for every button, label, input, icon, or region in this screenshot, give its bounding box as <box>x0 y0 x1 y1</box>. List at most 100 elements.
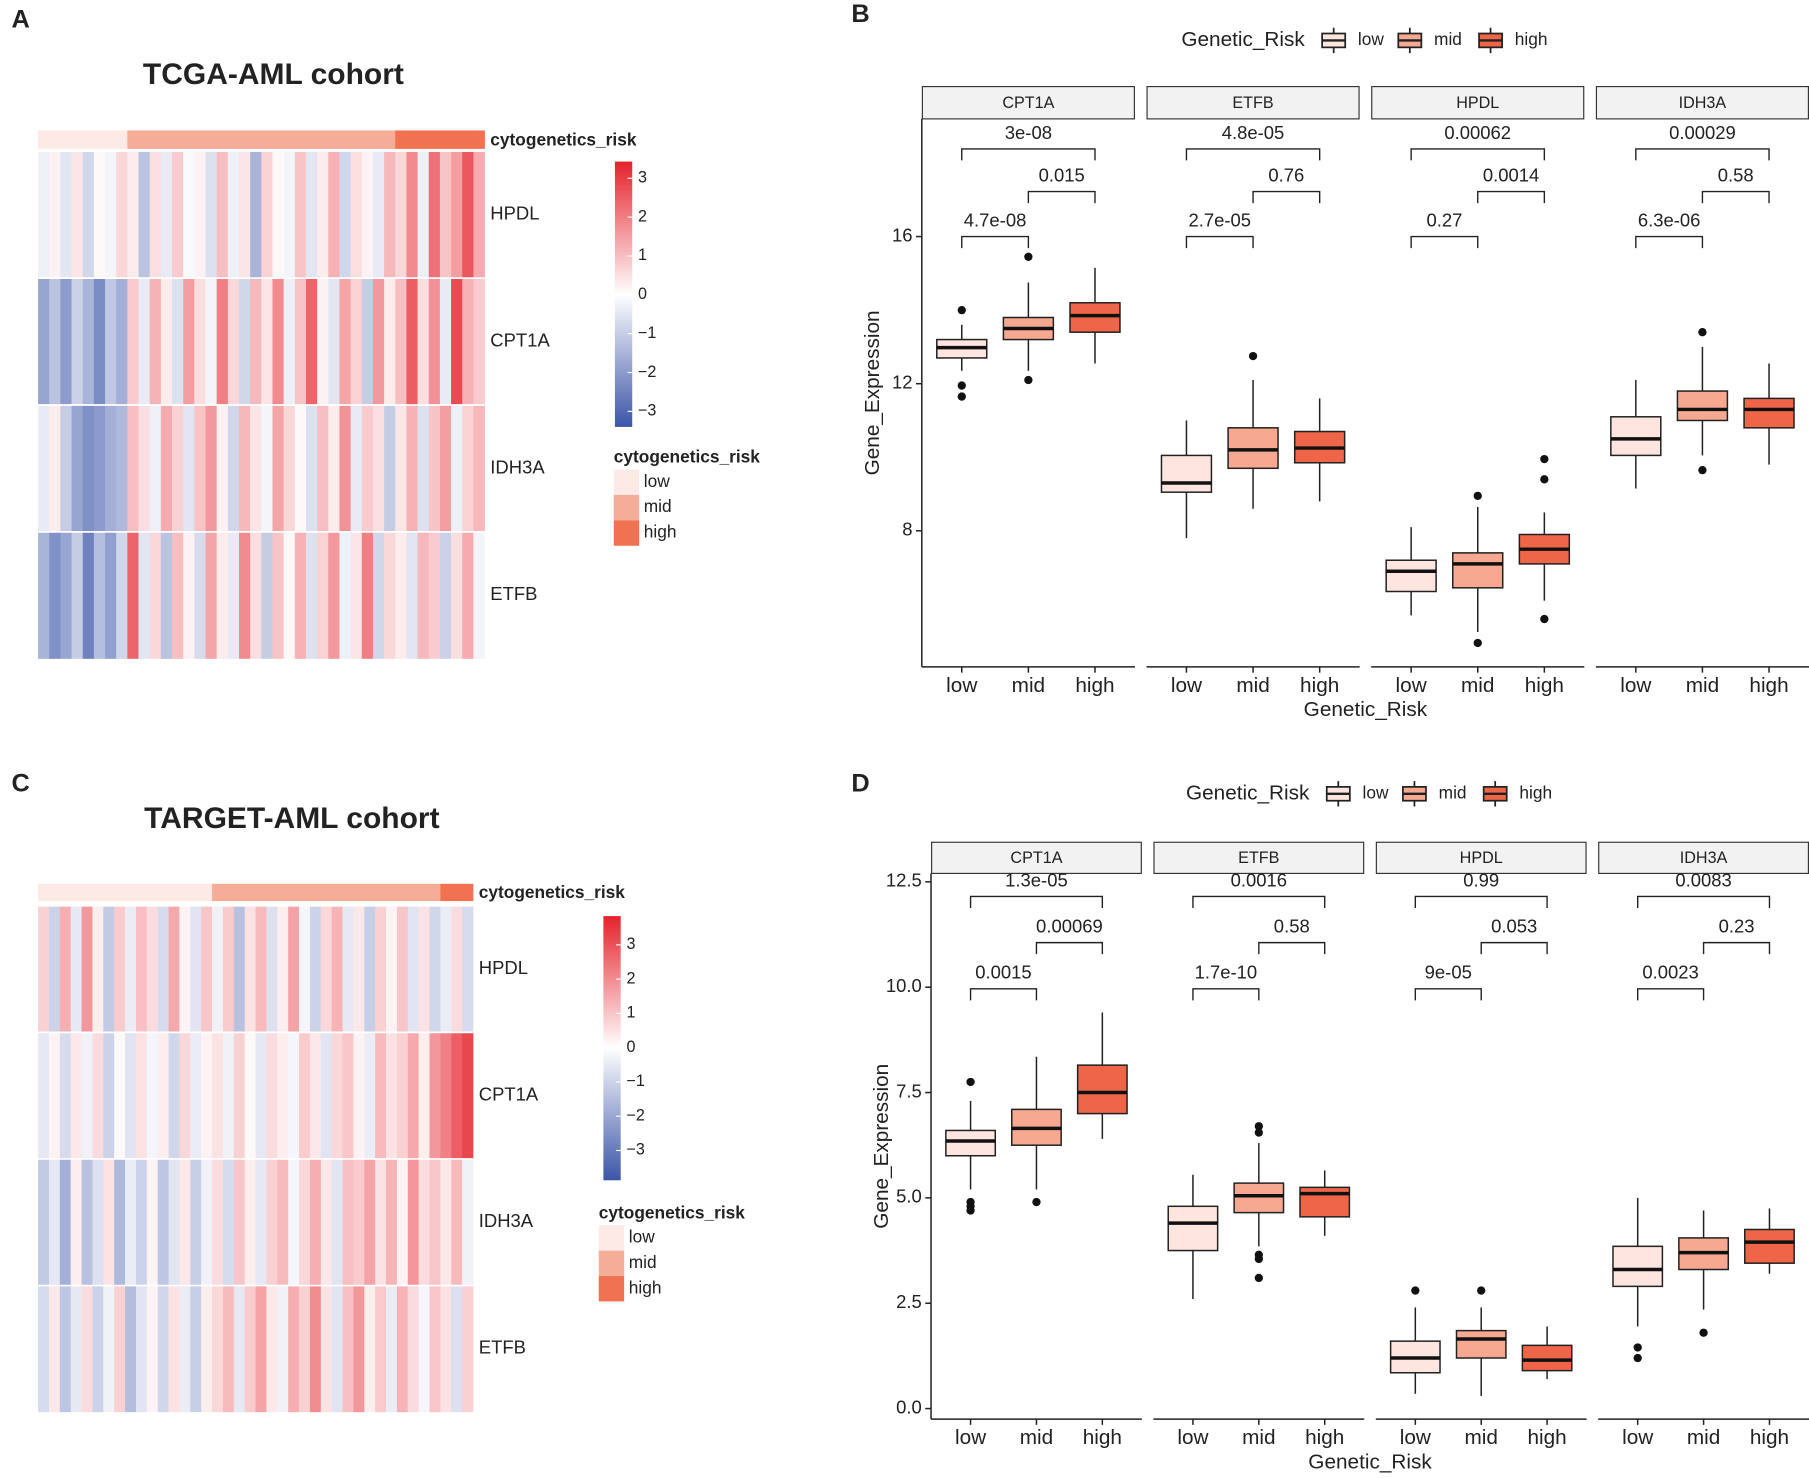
heatmap-cell <box>205 405 218 532</box>
heatmap-cell <box>288 1285 300 1413</box>
heatmap-cell <box>473 278 485 406</box>
p-value: 4.7e-08 <box>964 209 1027 230</box>
x-tick-label: low <box>955 1426 987 1449</box>
heatmap-cell <box>342 1285 354 1413</box>
x-axis-title: Genetic_Risk <box>1308 1450 1432 1473</box>
heatmap-cell <box>233 1032 246 1159</box>
heatmap-cell <box>386 1285 398 1413</box>
heatmap-cell <box>320 1285 333 1413</box>
heatmap-cell <box>93 151 106 279</box>
heatmap-cell <box>386 1158 398 1286</box>
heatmap-cell <box>250 278 262 406</box>
x-tick-label: high <box>1075 674 1114 697</box>
heatmap-cell <box>339 151 351 279</box>
heatmap-cell <box>417 151 430 279</box>
x-axis-title: Genetic_Risk <box>1304 698 1428 721</box>
heatmap-cell <box>473 151 485 279</box>
legend-label: high <box>629 1277 662 1297</box>
colorbar-tick-label: −1 <box>626 1072 644 1090</box>
x-tick-label: high <box>1527 1426 1566 1449</box>
heatmap-cell <box>59 1032 72 1159</box>
heatmap-cell <box>266 905 278 1033</box>
heatmap-cell <box>342 1158 354 1286</box>
heatmap-cell <box>38 531 50 659</box>
heatmap-cell <box>320 1032 333 1159</box>
heatmap-cell <box>417 531 430 659</box>
heatmap-cell <box>418 1285 430 1413</box>
outlier <box>1254 1273 1263 1283</box>
legend-label: mid <box>644 496 672 516</box>
outlier <box>1698 328 1707 337</box>
heatmap-cell <box>81 1285 93 1413</box>
heatmap-cell <box>103 1158 115 1286</box>
y-tick-label: 7.5 <box>896 1080 922 1101</box>
heatmap-cell <box>38 151 50 279</box>
facet-label: CPT1A <box>1002 94 1054 112</box>
heatmap-cell <box>372 151 385 279</box>
heatmap-cell <box>277 905 289 1033</box>
legend-swatch <box>613 469 640 495</box>
x-tick-label: high <box>1300 674 1339 697</box>
heatmap-cell <box>216 151 229 279</box>
significance-bracket <box>1252 190 1321 204</box>
legend-swatch <box>613 520 640 546</box>
facet-strip <box>1146 86 1360 120</box>
heatmap-cell <box>183 151 195 279</box>
heatmap-cell <box>157 1032 169 1159</box>
x-tick-label: high <box>1305 1426 1344 1449</box>
heatmap-cell <box>339 405 351 532</box>
annotation-segment <box>38 883 213 902</box>
heatmap-cell <box>149 531 162 659</box>
significance-bracket <box>1185 148 1321 161</box>
colorbar <box>603 916 621 1181</box>
heatmap-cell <box>439 151 452 279</box>
heatmap-cell <box>114 905 126 1033</box>
p-value: 0.58 <box>1718 164 1754 185</box>
heatmap-cell <box>320 1158 333 1286</box>
heatmap-cell <box>428 405 441 532</box>
heatmap-cell <box>255 1032 267 1159</box>
heatmap-cell <box>127 531 139 659</box>
heatmap-cell <box>317 278 329 406</box>
heatmap-cell <box>105 531 117 659</box>
heatmap-cell <box>364 1158 376 1286</box>
annotation-segment <box>440 883 474 902</box>
heatmap-cell <box>328 151 340 279</box>
significance-bracket <box>1635 148 1770 161</box>
heatmap-cell <box>462 1285 474 1413</box>
heatmap-cell <box>127 278 139 406</box>
heatmap-cell <box>361 405 374 532</box>
heatmap-cell <box>255 1158 267 1286</box>
heatmap-cell <box>93 405 106 532</box>
box <box>1299 1186 1351 1218</box>
x-tick-label: high <box>1083 1426 1122 1449</box>
heatmap-cell <box>38 1032 50 1159</box>
heatmap-cell <box>116 278 128 406</box>
y-tick-label: 5.0 <box>896 1186 922 1207</box>
heatmap-cell <box>305 405 318 532</box>
heatmap-cell <box>138 278 151 406</box>
heatmap-cell <box>406 151 418 279</box>
significance-bracket <box>1637 988 1705 1001</box>
significance-bracket <box>1477 190 1546 204</box>
heatmap-title: TCGA-AML cohort <box>143 58 404 91</box>
heatmap-cell <box>255 905 267 1033</box>
heatmap-cell <box>350 278 363 406</box>
p-value: 0.27 <box>1426 209 1462 230</box>
heatmap-cell <box>294 405 307 532</box>
significance-bracket <box>1192 895 1326 909</box>
heatmap-cell <box>157 905 169 1033</box>
heatmap-cell <box>179 1158 191 1286</box>
heatmap-cell <box>168 905 180 1033</box>
heatmap-cell <box>190 905 202 1033</box>
panel-label: A <box>12 6 30 34</box>
heatmap-cell <box>361 151 374 279</box>
heatmap-cell <box>250 531 262 659</box>
heatmap-cell <box>331 1285 343 1413</box>
heatmap-cell <box>70 905 82 1033</box>
heatmap-cell <box>407 1032 419 1159</box>
heatmap-cell <box>114 1285 126 1413</box>
heatmap-cell <box>361 278 374 406</box>
heatmap-cell <box>116 151 128 279</box>
